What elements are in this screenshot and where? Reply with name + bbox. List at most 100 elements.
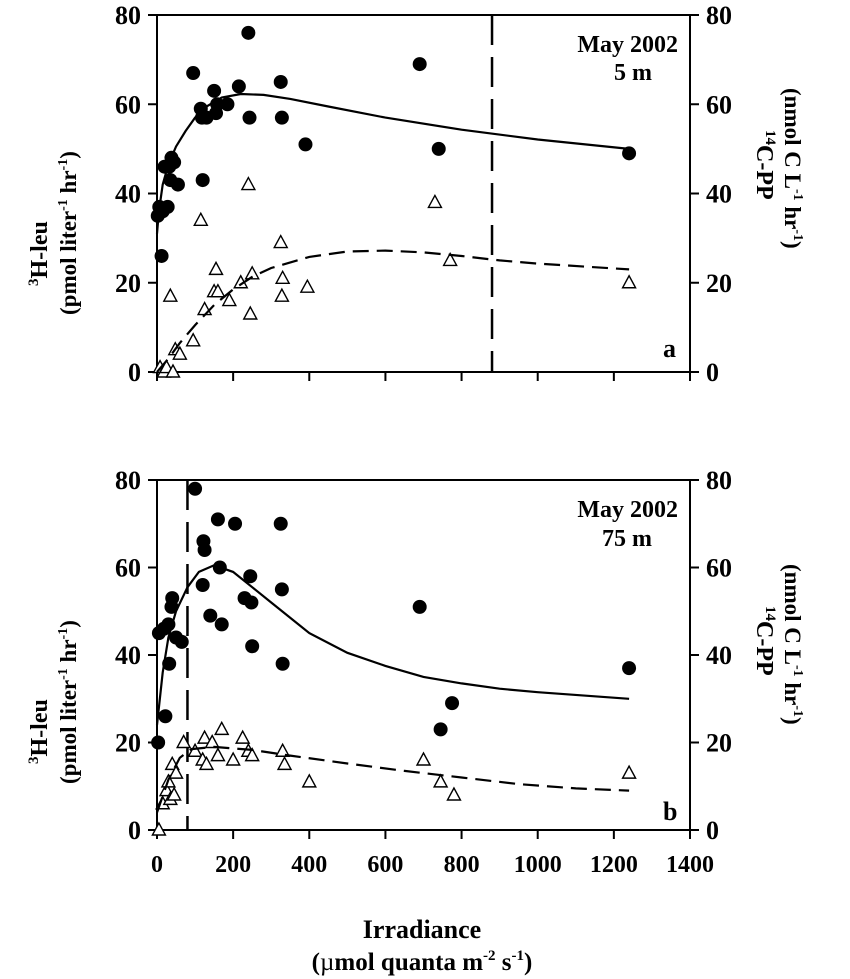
panel-b-leu-point	[151, 735, 166, 750]
panel-b-leu-point	[188, 481, 203, 496]
panel-a-left-tick-label: 40	[115, 180, 141, 209]
panel-a-pp-point	[242, 305, 258, 320]
panel-b-pp-point	[276, 755, 293, 771]
panel-b-pp-point	[274, 742, 291, 757]
panel-b-leu-point	[174, 634, 189, 649]
panel-a-pp-point	[210, 283, 226, 298]
panel-b-leu-point	[273, 516, 288, 531]
panel-b-leu-point	[445, 696, 460, 711]
panel-b-pp-point	[198, 755, 215, 771]
panel-a-pp-point	[427, 193, 443, 209]
panel-a-left-axis-units: (pmol liter-1 hr-1)	[56, 151, 81, 315]
panel-b-pp-point	[446, 786, 462, 801]
panel-a-pp-point	[274, 287, 290, 302]
panel-a-leu-point	[231, 79, 246, 94]
panel-b-pp-point	[244, 747, 260, 762]
panel-a-leu-point	[298, 137, 313, 152]
panel-a-leu-point	[412, 57, 427, 72]
panel-a-right-tick-label: 60	[706, 90, 732, 119]
panel-b-bottom-tick-label: 400	[291, 852, 327, 878]
panel-b-pp-point	[151, 821, 167, 836]
panel-b-bottom-tick-label: 800	[444, 852, 480, 878]
panel-b-leu-point	[165, 591, 180, 606]
panel-a-left-tick-label: 0	[128, 358, 141, 387]
panel-a-leu-point	[207, 83, 222, 98]
panel-a-pp-point	[621, 274, 637, 289]
panel-a-leu-point	[273, 74, 288, 89]
panel-b-pp-fit-curve	[155, 745, 630, 813]
panel-b-pp-point	[214, 720, 230, 736]
panel-b-pp-point	[621, 764, 637, 779]
panel-a-plot-area: 0 20 40 60 80 0 20 40 60 80	[115, 1, 732, 387]
panel-a-pp-point	[193, 211, 209, 226]
panel-a-leu-point	[274, 110, 289, 125]
panel-a-right-axis-title: 14C-PP	[751, 130, 778, 200]
panel-a-right-tick-label: 20	[706, 269, 732, 298]
panel-a-annotation-line2: 5 m	[614, 60, 652, 86]
panel-a-right-tick-label: 80	[706, 1, 732, 30]
panel-b-pp-point	[196, 729, 213, 744]
panel-a-leu-point	[622, 146, 637, 161]
panel-b-leu-point	[243, 569, 258, 584]
panel-a-left-tick-label: 60	[115, 90, 141, 119]
panel-a-left-tick-label: 80	[115, 1, 141, 30]
panel-b-leu-point	[622, 661, 637, 676]
panel-b-right-tick-label: 60	[706, 554, 732, 583]
panel-a-pp-point	[442, 251, 458, 267]
panel-b-left-tick-label: 60	[115, 554, 141, 583]
panel-b-pp-point	[432, 773, 449, 788]
panel-b-leu-point	[210, 512, 225, 527]
panel-a-pp-point	[299, 278, 316, 293]
panel-a-leu-point	[220, 97, 235, 112]
panel-b-left-tick-label: 0	[128, 816, 141, 845]
panel-b-bottom-tick-label: 200	[215, 852, 251, 878]
panel-b-right-tick-label: 0	[706, 816, 719, 845]
panel-a-left-tick-label: 20	[115, 269, 141, 298]
panel-a-right-tick-label: 40	[706, 180, 732, 209]
panel-b-bottom-tick-label: 1400	[666, 852, 714, 878]
panel-b-pp-point	[210, 747, 226, 762]
panel-a-leu-point	[154, 248, 169, 263]
panel-a: 0 20 40 60 80 0 20 40 60 80 May 2002 5 m a 3H-leu…	[26, 1, 805, 387]
panel-a-pp-point	[208, 260, 224, 276]
x-axis-units: (µmol quanta m-2 s-1)	[312, 948, 533, 976]
panel-b-right-tick-label: 80	[706, 466, 732, 495]
panel-a-leu-point	[170, 177, 185, 192]
panel-b-pp-point	[175, 734, 192, 749]
panel-a-leu-point	[160, 199, 175, 214]
panel-a-leu-point	[242, 110, 257, 125]
panel-a-pp-fit-curve	[156, 249, 630, 373]
panel-b-leu-point	[275, 656, 290, 671]
panel-b-bottom-tick-label: 600	[367, 852, 403, 878]
panel-b-right-tick-label: 40	[706, 641, 732, 670]
panel-b-leu-point	[245, 639, 260, 654]
panel-b-pp-point	[166, 786, 182, 801]
panel-b-left-tick-label: 40	[115, 641, 141, 670]
x-axis-title: Irradiance	[363, 915, 481, 944]
panel-a-pp-point	[273, 234, 289, 249]
panel-b-pp-point	[234, 729, 251, 744]
panel-a-pp-point	[274, 269, 291, 284]
panel-a-pp-point	[244, 265, 260, 280]
panel-b-pp-point	[225, 751, 241, 766]
panel-b-left-tick-label: 80	[115, 466, 141, 495]
panel-a-leu-point	[186, 66, 201, 81]
panel-b-leu-point	[244, 595, 259, 610]
panel-a-left-axis-title: 3H-leu	[26, 221, 53, 286]
panel-b-label: b	[663, 797, 677, 826]
panel-b-leu-fit-curve	[155, 564, 630, 726]
panel-a-leu-fit-curve	[155, 92, 630, 234]
panel-a-leu-point	[241, 25, 256, 40]
panel-b-annotation-line1: May 2002	[577, 497, 678, 523]
panel-b-leu-point	[197, 543, 212, 557]
panel-a-leu-point	[431, 141, 446, 156]
panel-b-bottom-tick-label: 1000	[514, 852, 562, 878]
panel-b-pp-point	[415, 751, 432, 766]
panel-b-bottom-tick-label: 1200	[590, 852, 638, 878]
panel-b-leu-point	[195, 578, 210, 592]
panel-b-left-axis-units: (pmol liter-1 hr-1)	[56, 620, 81, 784]
panel-a-pp-point	[196, 301, 213, 316]
